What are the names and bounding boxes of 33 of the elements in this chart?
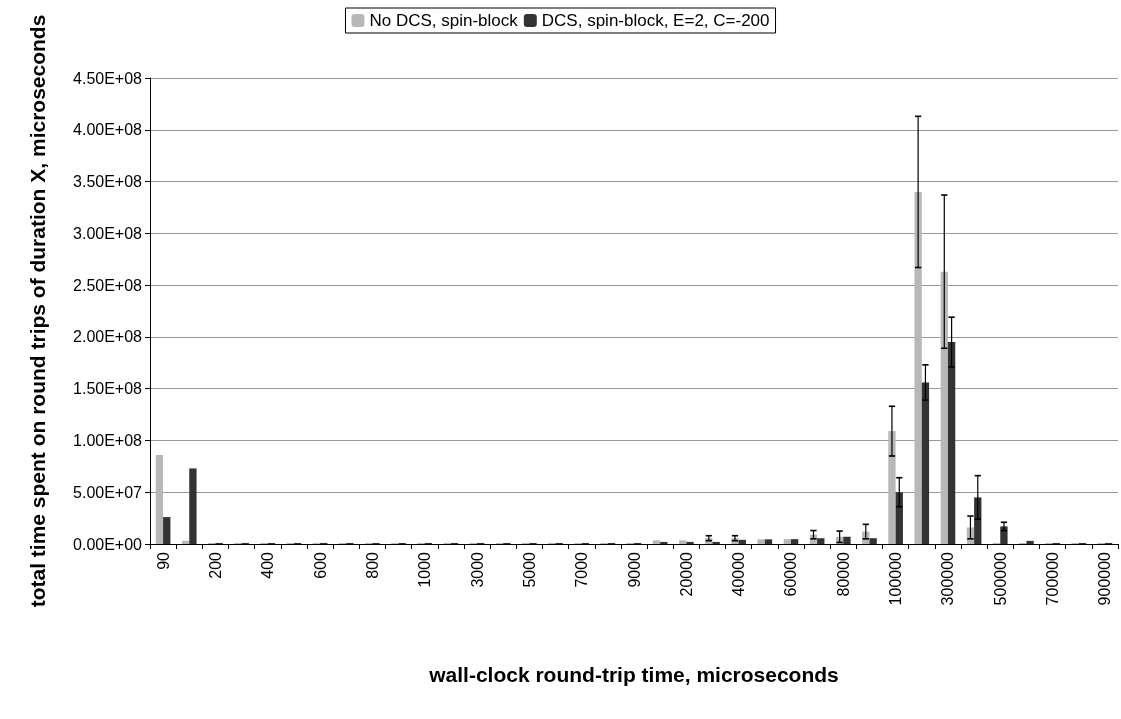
y-tick-label: 3.50E+08	[73, 173, 143, 191]
y-tick-label: 5.00E+07	[73, 483, 143, 501]
x-tick-label: 900000	[1096, 551, 1114, 606]
y-tick-label: 0.00E+00	[73, 535, 143, 553]
x-tick-label: 20000	[677, 551, 695, 597]
y-tick-label: 3.00E+08	[73, 224, 143, 242]
y-tick-label: 1.50E+08	[73, 380, 143, 398]
x-tick-label: 80000	[834, 551, 852, 597]
x-tick-label: 100000	[887, 551, 905, 606]
x-tick-label: 400	[259, 551, 277, 579]
x-tick-label: 1000	[416, 551, 434, 588]
x-tick-label: 60000	[782, 551, 800, 597]
x-tick-label: 200	[206, 551, 224, 579]
legend-label: DCS, spin-block, E=2, C=-200	[541, 11, 770, 30]
x-tick-label: 90	[154, 551, 172, 570]
x-tick-label: 9000	[625, 551, 643, 588]
x-tick-label: 600	[311, 551, 329, 579]
x-tick-label: 7000	[573, 551, 591, 588]
x-tick-label: 500000	[991, 551, 1009, 606]
legend-label: No DCS, spin-block	[369, 11, 519, 30]
x-tick-label: 3000	[468, 551, 486, 588]
x-tick-label: 40000	[730, 551, 748, 597]
y-axis-title: total time spent on round trips of duration X, microseconds	[25, 14, 49, 608]
y-tick-label: 2.50E+08	[73, 276, 143, 294]
y-tick-label: 4.50E+08	[73, 69, 143, 87]
y-tick-label: 1.00E+08	[73, 431, 143, 449]
y-tick-label: 2.00E+08	[73, 328, 143, 346]
x-tick-label: 700000	[1044, 551, 1062, 606]
y-tick-label: 4.00E+08	[73, 121, 143, 139]
x-tick-label: 5000	[520, 551, 538, 588]
x-tick-label: 300000	[939, 551, 957, 606]
x-axis-title: wall-clock round-trip time, microseconds	[428, 663, 839, 686]
x-tick-label: 800	[363, 551, 381, 579]
